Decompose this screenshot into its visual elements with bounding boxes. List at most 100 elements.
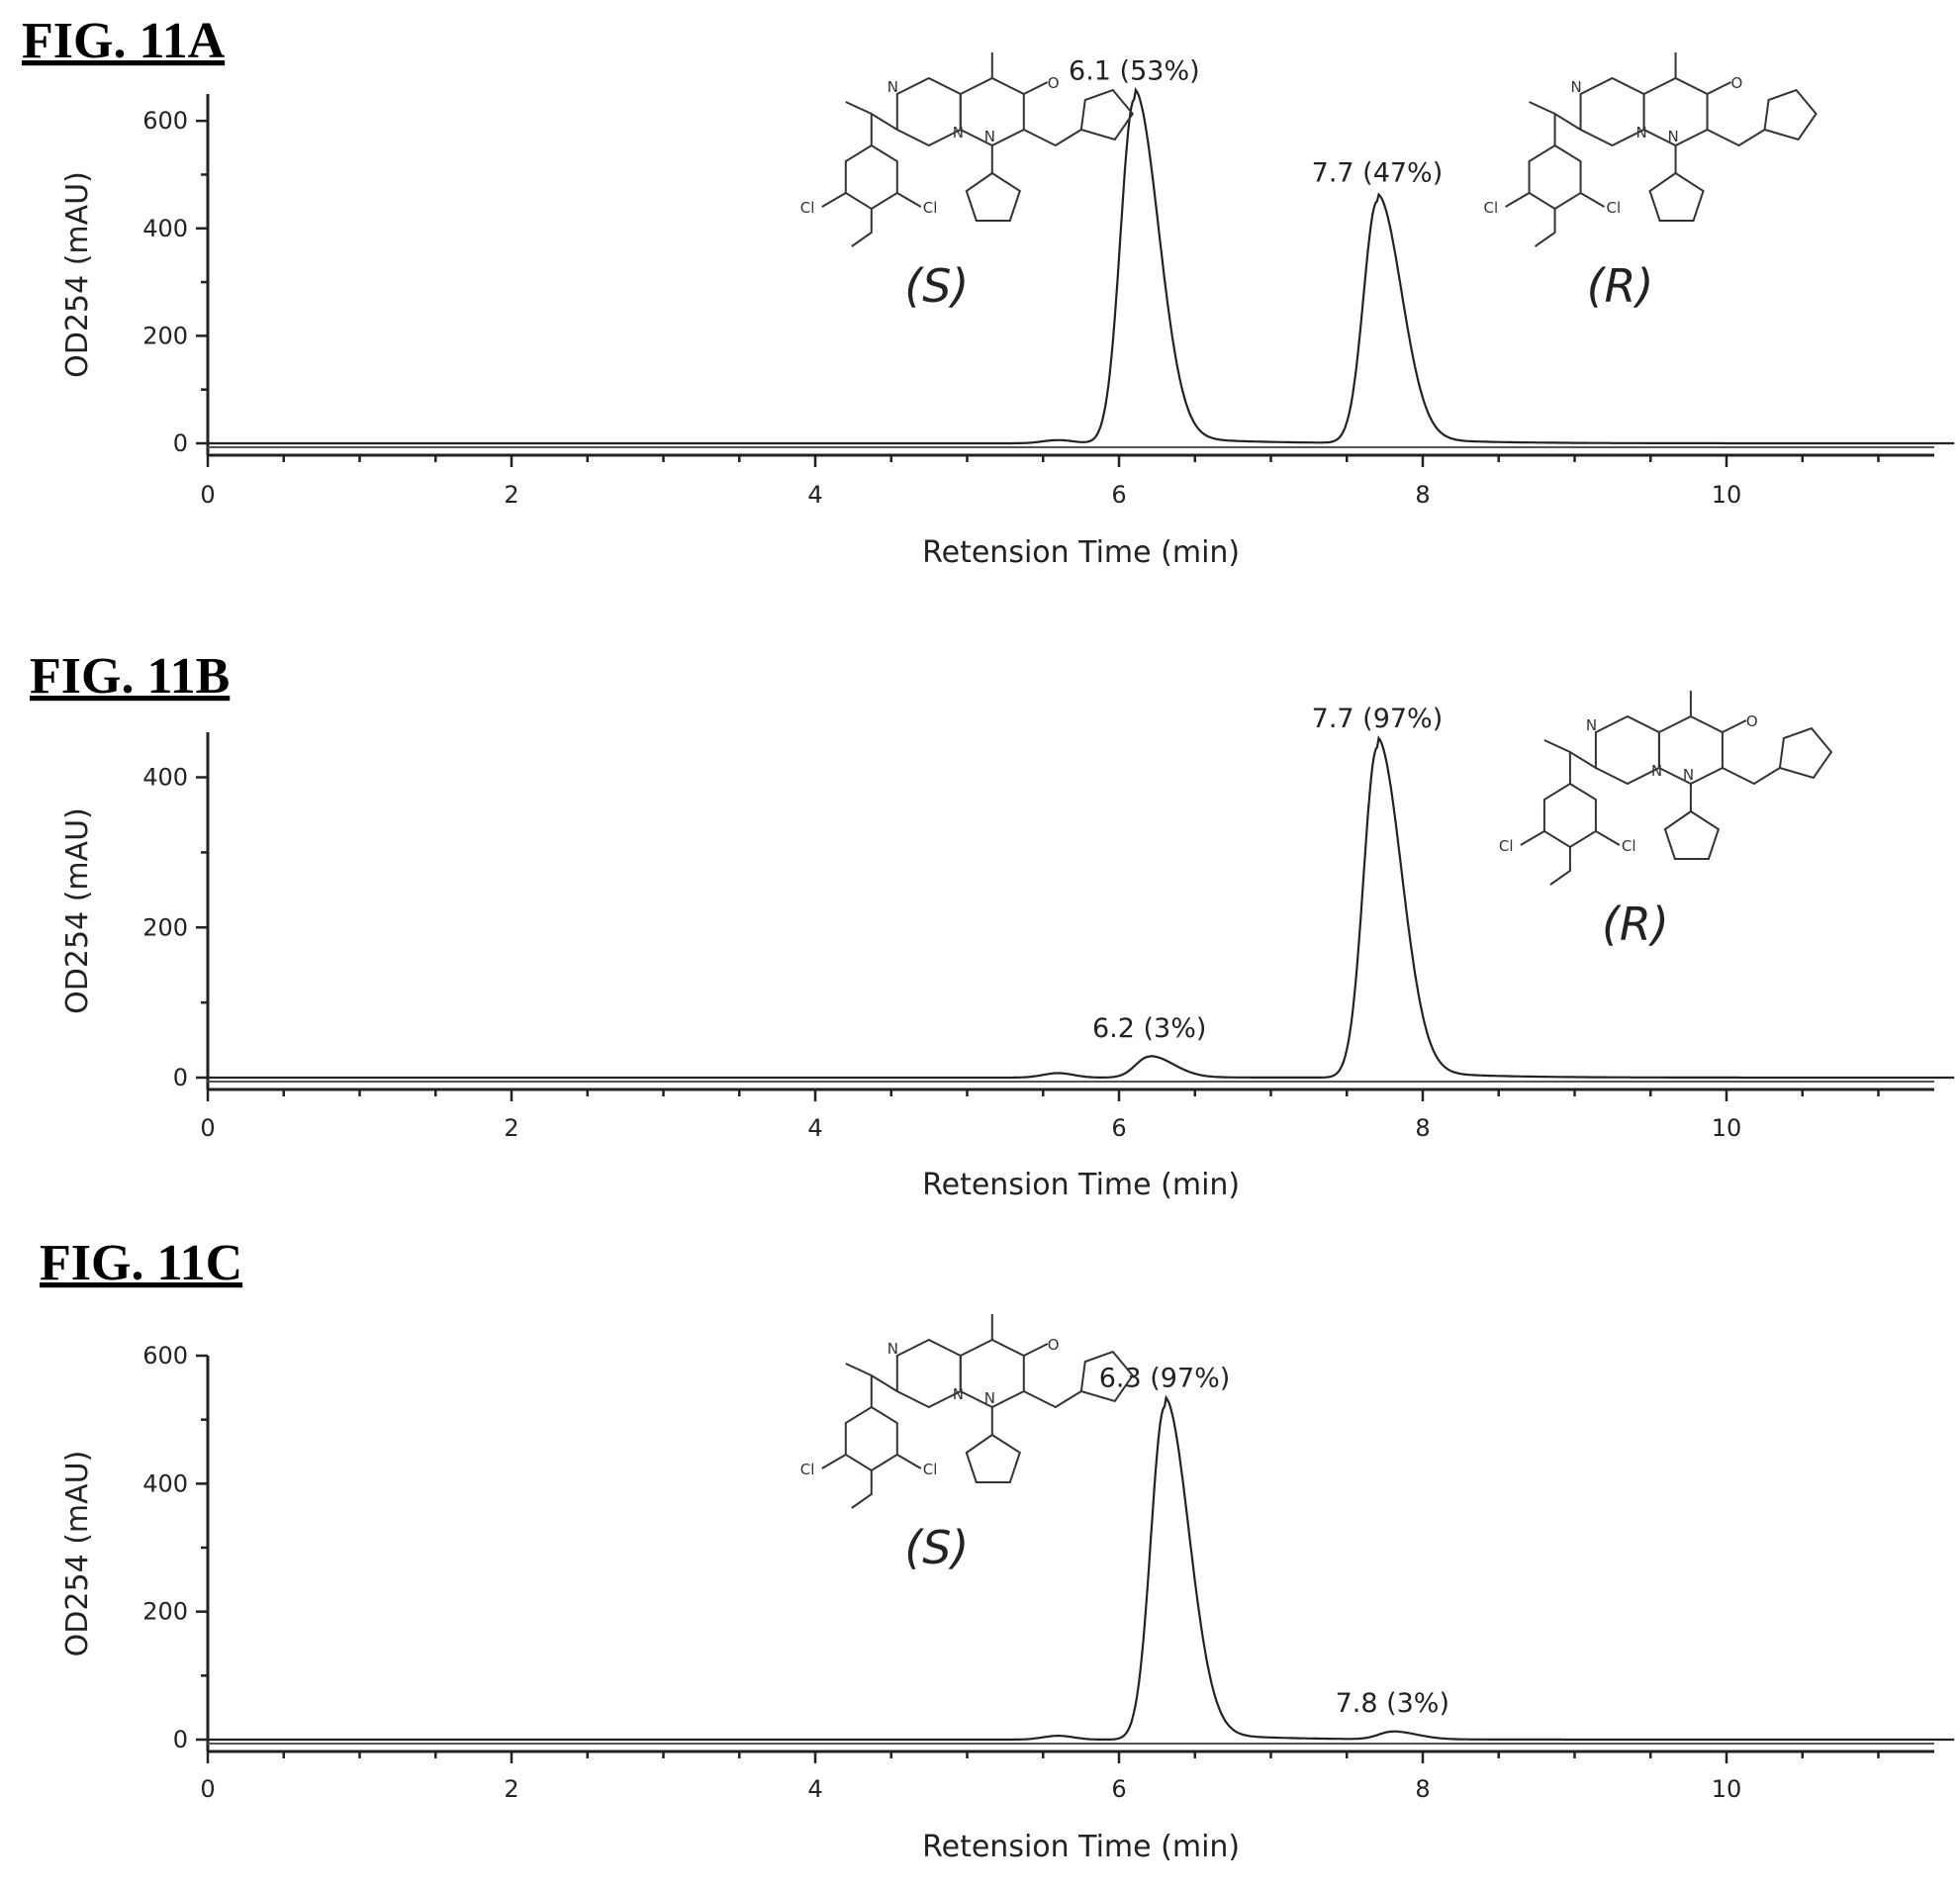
molecule-bond [844, 143, 898, 211]
chart-panel-b: FIG. 11B 0 2 4 6 8 10 0 200 400 Retension Time (mi… [30, 648, 1955, 1202]
x-tick-label: 4 [807, 1775, 822, 1803]
chromatogram-trace [208, 1394, 1955, 1742]
x-tick-label: 10 [1712, 481, 1742, 509]
y-tick-label: 200 [142, 913, 188, 941]
atom-label-cl: Cl [923, 1461, 938, 1478]
atom-label-cl: Cl [1499, 837, 1514, 855]
atom-label-n: N [887, 1340, 898, 1358]
atom-label-n: N [953, 1385, 964, 1403]
atom-label-cl: Cl [800, 199, 815, 217]
molecule-bond [821, 1454, 847, 1469]
y-tick-label: 200 [142, 322, 188, 349]
molecule-bond [895, 76, 962, 147]
atom-label-n: N [984, 1389, 995, 1407]
atom-label-cl: Cl [1484, 199, 1499, 217]
molecule-bond [1023, 1343, 1049, 1357]
atom-label-n: N [887, 78, 898, 96]
y-axis-title: OD254 (mAU) [60, 171, 95, 378]
molecule-bond [1580, 192, 1606, 208]
molecule-bond [1520, 830, 1545, 846]
molecule-bond [851, 1470, 873, 1509]
y-tick-label: 400 [142, 1469, 188, 1497]
y-tick-label: 0 [173, 429, 188, 457]
x-tick-label: 8 [1415, 1775, 1430, 1803]
molecule-bond [1505, 192, 1531, 208]
atom-label-cl: Cl [800, 1461, 815, 1478]
molecule-bond [1722, 719, 1747, 733]
molecule-bond [1663, 809, 1721, 860]
stereo-label: (S) [904, 1521, 969, 1574]
atom-label-cl: Cl [1607, 199, 1622, 217]
y-tick-label: 400 [142, 764, 188, 792]
atom-label-n: N [1586, 716, 1597, 734]
x-tick-label: 4 [807, 481, 822, 509]
molecule-bond [1594, 714, 1660, 786]
atom-label-n: N [1636, 124, 1647, 142]
x-tick-label: 6 [1111, 1775, 1126, 1803]
atom-label-cl: Cl [1622, 837, 1636, 855]
stereo-label: (R) [1602, 898, 1669, 951]
stereo-label: (S) [904, 259, 969, 313]
molecule-bond [965, 1433, 1021, 1483]
molecule-bond [1579, 76, 1645, 147]
molecule-bond [1549, 847, 1571, 886]
atom-label-cl: Cl [923, 199, 938, 217]
x-axis-title: Retension Time (min) [922, 1830, 1240, 1864]
atom-label-o: O [1731, 74, 1743, 92]
chromatogram-trace [208, 86, 1955, 445]
figure-label: FIG. 11A [22, 13, 226, 69]
molecule-bond [1079, 88, 1135, 142]
x-tick-label: 10 [1712, 1775, 1742, 1803]
x-axis-title: Retension Time (min) [922, 1168, 1240, 1202]
x-tick-label: 6 [1111, 1114, 1126, 1142]
y-tick-label: 200 [142, 1598, 188, 1626]
molecule-bond [1023, 81, 1049, 95]
molecule-bond [1595, 830, 1621, 846]
molecule-bond [851, 209, 873, 247]
x-tick-label: 10 [1712, 1114, 1742, 1142]
molecule-bond [965, 171, 1021, 222]
x-tick-label: 0 [200, 481, 215, 509]
figure-label: FIG. 11C [40, 1235, 242, 1291]
y-axis-title: OD254 (mAU) [60, 807, 95, 1014]
atom-label-n: N [1651, 762, 1662, 780]
atom-label-n: N [1571, 78, 1582, 96]
molecule-bond [1763, 88, 1818, 142]
y-tick-label: 400 [142, 215, 188, 242]
x-tick-label: 2 [504, 481, 518, 509]
atom-label-n: N [984, 128, 995, 145]
atom-label-n: N [1683, 766, 1694, 784]
peak-label: 7.7 (47%) [1312, 158, 1444, 189]
molecule-structure: Cl Cl N N N O [1499, 691, 1833, 886]
x-tick-label: 4 [807, 1114, 822, 1142]
molecule-structure: Cl Cl N N N O [800, 52, 1135, 247]
molecule-bond [844, 1405, 898, 1472]
x-tick-label: 2 [504, 1775, 518, 1803]
peak-label: 7.8 (3%) [1336, 1688, 1449, 1719]
chart-panel-a: FIG. 11A 0 2 4 6 8 10 0 200 400 600 Retension Time … [22, 13, 1955, 570]
molecule-bond [1648, 171, 1705, 222]
peak-label: 7.7 (97%) [1312, 704, 1444, 734]
x-tick-label: 8 [1415, 1114, 1430, 1142]
x-tick-label: 0 [200, 1114, 215, 1142]
atom-label-o: O [1746, 712, 1758, 730]
molecule-bond [896, 192, 922, 208]
atom-label-o: O [1048, 74, 1060, 92]
molecule-bond [895, 1338, 962, 1409]
y-tick-label: 0 [173, 1064, 188, 1091]
peak-label: 6.1 (53%) [1069, 55, 1200, 86]
x-tick-label: 6 [1111, 481, 1126, 509]
x-tick-label: 8 [1415, 481, 1430, 509]
molecule-bond [1528, 143, 1582, 211]
figure-label: FIG. 11B [30, 648, 230, 705]
molecule-bond [1534, 209, 1556, 247]
molecule-bond [1707, 129, 1766, 147]
molecule-structure: Cl Cl N N N O [1484, 52, 1818, 247]
molecule-bond [1707, 81, 1731, 95]
y-axis-title: OD254 (mAU) [60, 1451, 95, 1657]
molecule-bond [1023, 1390, 1082, 1409]
y-tick-label: 600 [142, 1342, 188, 1370]
y-tick-label: 0 [173, 1726, 188, 1753]
x-axis-title: Retension Time (min) [922, 535, 1240, 570]
